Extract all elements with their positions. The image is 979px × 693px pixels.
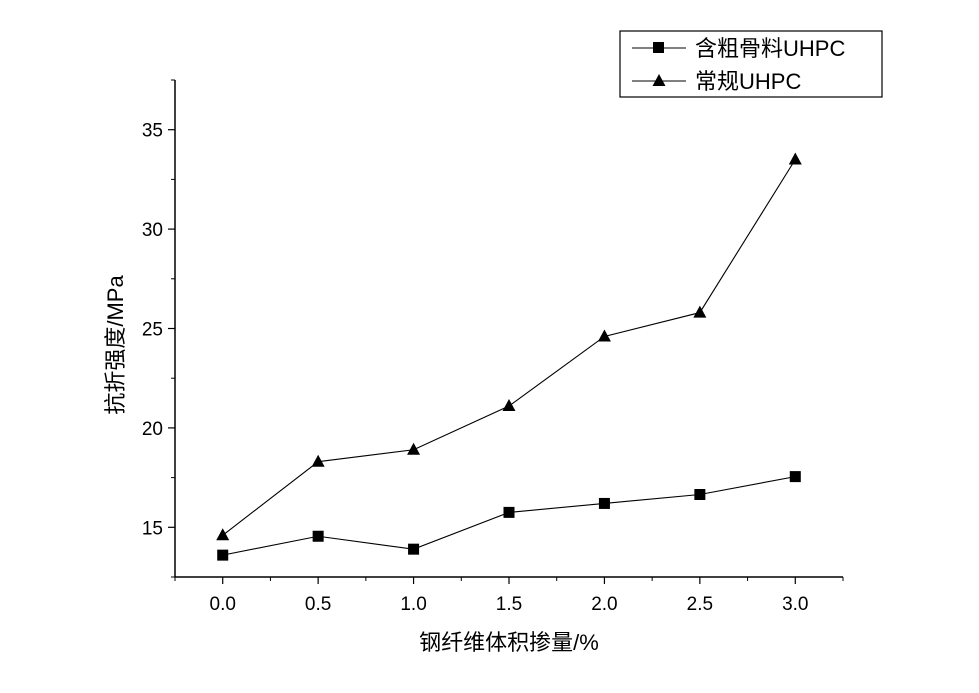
y-tick-label: 15	[142, 518, 163, 539]
legend-marker-square	[653, 42, 664, 53]
data-point-square	[312, 530, 324, 542]
series-1	[217, 471, 801, 561]
x-tick-label: 3.0	[782, 594, 808, 615]
x-tick-label: 2.5	[687, 594, 713, 615]
y-tick-label: 35	[142, 121, 163, 142]
x-tick-label: 2.0	[591, 594, 617, 615]
data-point-triangle	[788, 152, 802, 165]
y-tick-label: 30	[142, 220, 163, 241]
data-point-triangle	[407, 442, 421, 455]
data-point-triangle	[311, 454, 325, 467]
y-tick-label: 25	[142, 320, 163, 341]
data-point-triangle	[597, 329, 611, 342]
series-line	[222, 159, 796, 536]
data-point-square	[408, 543, 420, 555]
data-point-square	[598, 497, 610, 509]
data-point-triangle	[216, 528, 230, 541]
legend-marker-triangle	[652, 74, 666, 86]
x-tick-label: 0.0	[210, 594, 236, 615]
data-point-square	[217, 549, 229, 561]
data-point-square	[503, 506, 515, 518]
x-tick-label: 1.5	[496, 594, 522, 615]
y-axis-label: 抗折强度/MPa	[103, 275, 128, 415]
x-tick-label: 0.5	[305, 594, 331, 615]
series-2	[216, 152, 802, 541]
data-point-square	[694, 488, 706, 500]
data-point-triangle	[693, 305, 707, 318]
x-axis-label: 钢纤维体积掺量/%	[419, 630, 599, 655]
legend: 含粗骨料UHPC 常规UHPC	[619, 30, 883, 98]
data-point-triangle	[502, 399, 516, 412]
data-point-square	[789, 471, 801, 483]
legend-label-series-2: 常规UHPC	[695, 69, 801, 94]
series-layer	[216, 152, 802, 561]
x-tick-label: 1.0	[400, 594, 426, 615]
y-tick-label: 20	[142, 419, 163, 440]
legend-label-series-1: 含粗骨料UHPC	[695, 36, 845, 61]
axes: 15 20 25 30 35 0.0 0.5 1.0 1.5 2.0 2.5 3.0	[142, 79, 844, 615]
